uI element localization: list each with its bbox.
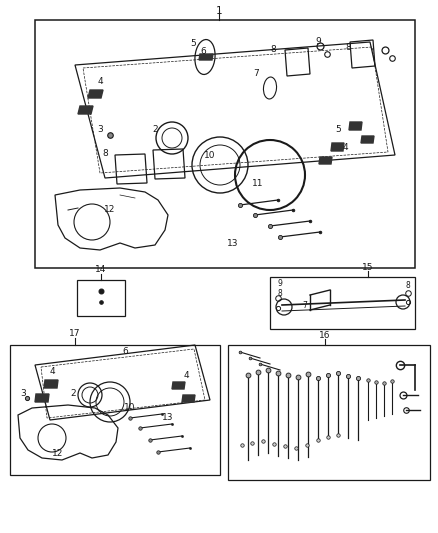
Text: 13: 13 bbox=[162, 414, 174, 423]
Text: 7: 7 bbox=[303, 301, 307, 310]
Text: 2: 2 bbox=[152, 125, 158, 134]
Text: 8: 8 bbox=[345, 44, 351, 52]
Text: 14: 14 bbox=[95, 265, 107, 274]
Text: 6: 6 bbox=[200, 46, 206, 55]
Text: 1: 1 bbox=[215, 6, 223, 16]
Text: 4: 4 bbox=[342, 143, 348, 152]
Text: 7: 7 bbox=[253, 69, 259, 78]
Text: 4: 4 bbox=[97, 77, 103, 86]
Polygon shape bbox=[349, 122, 362, 130]
Bar bbox=[270, 277, 415, 329]
Polygon shape bbox=[172, 382, 185, 389]
Text: 4: 4 bbox=[183, 372, 189, 381]
Polygon shape bbox=[78, 106, 93, 114]
Text: 15: 15 bbox=[362, 262, 374, 271]
Text: 4: 4 bbox=[49, 367, 55, 376]
Bar bbox=[10, 345, 220, 475]
Text: 9: 9 bbox=[315, 37, 321, 46]
Polygon shape bbox=[182, 395, 195, 402]
Text: 8: 8 bbox=[278, 288, 283, 297]
Text: 8: 8 bbox=[102, 149, 108, 157]
Polygon shape bbox=[199, 54, 213, 60]
Bar bbox=[77, 280, 125, 316]
Text: 3: 3 bbox=[20, 389, 26, 398]
Bar bbox=[228, 345, 430, 480]
Bar bbox=[35, 20, 415, 268]
Text: 10: 10 bbox=[204, 150, 216, 159]
Text: 2: 2 bbox=[70, 389, 76, 398]
Text: 17: 17 bbox=[69, 329, 81, 338]
Polygon shape bbox=[319, 157, 332, 164]
Text: 12: 12 bbox=[52, 448, 64, 457]
Text: 13: 13 bbox=[227, 238, 239, 247]
Text: 16: 16 bbox=[319, 330, 331, 340]
Text: 8: 8 bbox=[270, 45, 276, 54]
Polygon shape bbox=[44, 380, 58, 388]
Polygon shape bbox=[88, 90, 103, 98]
Polygon shape bbox=[35, 394, 49, 402]
Polygon shape bbox=[331, 143, 344, 151]
Text: 10: 10 bbox=[124, 403, 136, 413]
Text: 8: 8 bbox=[406, 280, 410, 289]
Text: 3: 3 bbox=[97, 125, 103, 134]
Polygon shape bbox=[361, 136, 374, 143]
Text: 6: 6 bbox=[122, 348, 128, 357]
Text: 12: 12 bbox=[104, 206, 116, 214]
Text: 5: 5 bbox=[335, 125, 341, 134]
Text: 5: 5 bbox=[190, 39, 196, 49]
Text: 9: 9 bbox=[278, 279, 283, 287]
Text: 11: 11 bbox=[252, 179, 264, 188]
